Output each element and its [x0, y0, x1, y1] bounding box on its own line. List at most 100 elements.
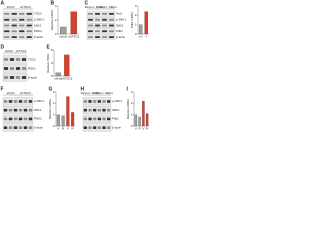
band	[19, 18, 25, 21]
lane-header: Tsc2-/- MEFs	[99, 5, 117, 9]
band	[93, 100, 97, 103]
band	[83, 126, 87, 129]
row-label: PDK1	[34, 117, 42, 121]
band	[107, 126, 111, 129]
band	[107, 108, 111, 112]
row-label: S6K1	[34, 23, 42, 27]
band	[4, 36, 10, 38]
blot-strip	[82, 123, 112, 132]
row-label: Pdk1	[112, 117, 119, 121]
band	[26, 30, 32, 33]
lane-header: shCtrl	[7, 91, 15, 95]
panel-letter: C	[85, 0, 89, 6]
band	[102, 18, 107, 21]
band	[13, 117, 18, 121]
row-label: Pdk1	[116, 29, 123, 33]
band	[26, 13, 32, 15]
band	[19, 30, 25, 33]
band	[102, 100, 106, 103]
band	[21, 58, 27, 61]
blot-strip	[2, 23, 34, 28]
row-label: p-S6K1	[112, 99, 122, 103]
band	[109, 18, 114, 21]
band	[3, 126, 8, 129]
band	[11, 13, 17, 15]
blot-strip	[2, 106, 34, 114]
y-axis-label: Relative mRNA	[48, 99, 52, 120]
blot-strip	[2, 123, 34, 132]
band	[8, 108, 13, 112]
band	[88, 108, 92, 112]
y-tick-label: 0	[55, 32, 57, 36]
bar	[144, 11, 149, 35]
panel-letter: H	[81, 86, 85, 92]
band	[13, 108, 18, 112]
y-axis-label: Relative mRNA	[50, 10, 54, 31]
band	[88, 30, 93, 33]
band	[11, 36, 17, 38]
band	[23, 100, 28, 103]
bar	[139, 24, 143, 35]
panel-letter: A	[1, 0, 5, 6]
band	[26, 24, 32, 27]
band	[102, 36, 107, 38]
band	[107, 117, 111, 121]
blot-strip	[2, 97, 34, 106]
x-tick-label: V	[135, 126, 137, 130]
y-tick-label: 1	[131, 112, 133, 116]
band	[102, 13, 107, 15]
y-tick-label: 0	[135, 32, 137, 36]
y-axis-label: Relative PDK1	[46, 53, 50, 73]
band	[4, 13, 10, 15]
panel-letter: E	[47, 44, 51, 50]
y-tick-label: 8	[51, 48, 53, 52]
x-tick-label: R	[62, 126, 65, 130]
lane-header: Tsc2-/- MEFs	[95, 91, 113, 95]
band	[109, 30, 114, 33]
row-label: PDK1	[28, 66, 36, 70]
band	[19, 13, 25, 15]
row-label: S6K1	[34, 108, 42, 112]
band	[18, 100, 23, 103]
blot-strip	[2, 11, 34, 17]
band	[95, 18, 100, 21]
blot-strip	[2, 17, 34, 22]
band	[28, 108, 33, 112]
band	[8, 100, 13, 103]
band	[95, 36, 100, 38]
bar	[61, 115, 65, 127]
blot-strip	[2, 64, 28, 73]
y-tick-label: 3	[53, 90, 55, 94]
x-tick-label: V	[57, 126, 59, 130]
y-tick-label: 2	[131, 101, 133, 105]
blot-strip	[82, 114, 112, 123]
band	[4, 30, 10, 33]
y-tick-label: 1	[135, 22, 137, 26]
lane-header: shTSC2	[20, 91, 31, 95]
band	[88, 36, 93, 38]
band	[88, 100, 92, 103]
row-label: PDK1	[34, 29, 42, 33]
bar	[142, 100, 145, 127]
lane-header: Tsc2+/+ MEFs	[84, 5, 104, 9]
band	[93, 126, 97, 129]
blot-strip	[86, 17, 116, 22]
blot-strip	[86, 23, 116, 28]
bar	[70, 11, 77, 35]
x-tick-label: R	[146, 126, 149, 130]
row-label: β-actin	[34, 35, 43, 39]
band	[4, 24, 10, 27]
lane-header: shCtrl	[5, 49, 13, 53]
band	[3, 67, 9, 70]
y-tick-label: 4	[51, 61, 53, 65]
band	[3, 76, 9, 79]
y-tick-label: 4	[55, 4, 57, 8]
band	[88, 18, 93, 21]
blot-strip	[86, 11, 116, 17]
row-label: β-actin	[116, 35, 125, 39]
row-label: p-S6K1	[34, 17, 44, 21]
blot-strip	[86, 28, 116, 34]
band	[109, 13, 114, 15]
blot-strip	[2, 28, 34, 34]
band	[83, 100, 87, 103]
